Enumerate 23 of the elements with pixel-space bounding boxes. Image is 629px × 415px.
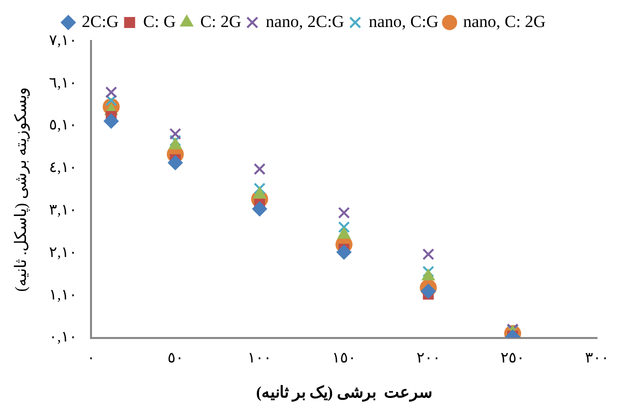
- legend-label: nano, C:G: [368, 12, 439, 31]
- x-axis-title: سرعت برشی (یک بر ثانیه): [256, 384, 432, 403]
- y-tick-label: ٦,١٠: [49, 75, 77, 92]
- x-tick-label: ٥٠: [167, 350, 184, 367]
- x-tick-label: ٠: [86, 350, 95, 367]
- y-tick-label: ٥,١٠: [49, 118, 77, 134]
- legend-label: nano, 2C:G: [266, 12, 344, 31]
- x-tick-label: ٣٠٠: [585, 350, 609, 367]
- legend-label: C: 2G: [200, 12, 242, 31]
- legend-label: nano, C: 2G: [463, 12, 546, 31]
- x-tick-label: ٢٠٠: [416, 350, 440, 367]
- y-tick-label: ٧,١٠: [49, 32, 77, 49]
- y-tick-label: ٣,١٠: [49, 202, 77, 219]
- y-tick-label: ٠,١٠: [49, 330, 77, 346]
- y-tick-label: ١,١٠: [49, 287, 77, 304]
- x-tick-label: ١٠٠: [248, 350, 272, 367]
- legend-label: 2C:G: [82, 12, 119, 31]
- legend-label: C: G: [143, 12, 176, 31]
- y-tick-label: ٢,١٠: [49, 244, 77, 261]
- y-axis-title: ویسکوزیته برشی (پاسکل. ثانیه): [12, 87, 30, 292]
- x-tick-label: ١٥٠: [332, 350, 356, 367]
- y-tick-label: ٤,١٠: [49, 160, 77, 176]
- x-tick-label: ٢٥٠: [500, 350, 525, 367]
